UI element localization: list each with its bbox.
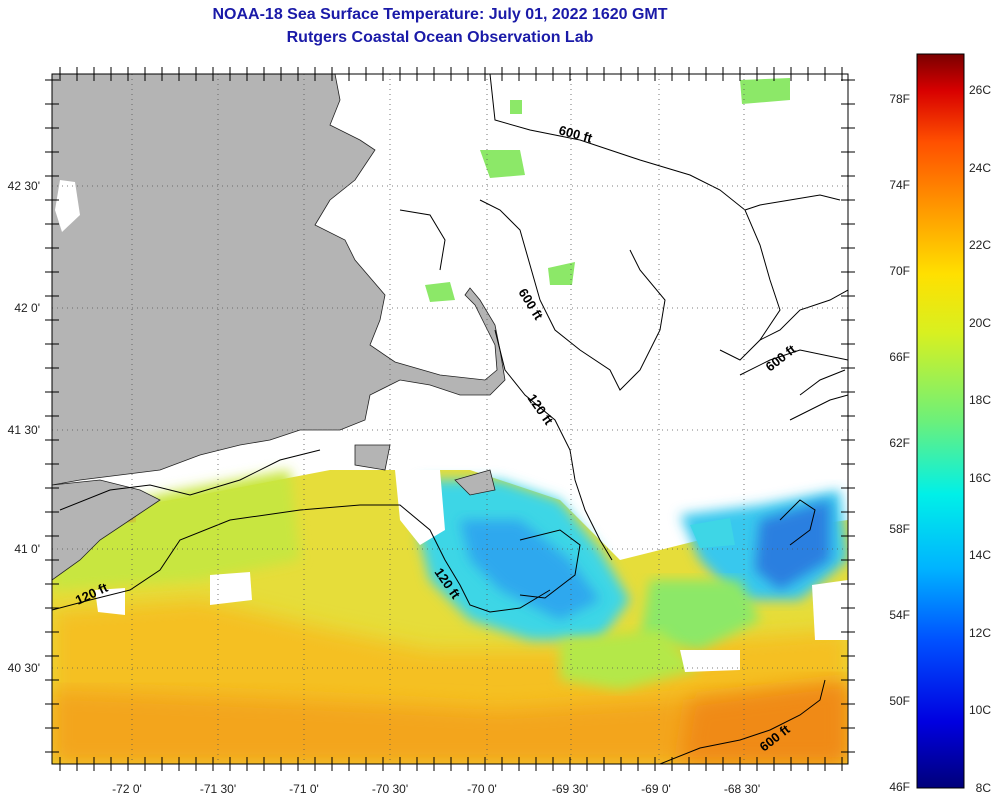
lon-label: -69 30'	[552, 782, 588, 796]
lon-label: -69 0'	[641, 782, 671, 796]
colorbar-c-label: 24C	[969, 161, 991, 175]
colorbar-f-label: 46F	[889, 780, 910, 794]
colorbar-gradient	[916, 53, 965, 789]
colorbar-c-label: 26C	[969, 83, 991, 97]
colorbar-c-label: 12C	[969, 626, 991, 640]
colorbar-c-label: 18C	[969, 393, 991, 407]
lat-label: 41 30'	[8, 423, 40, 437]
lon-label: -72 0'	[112, 782, 142, 796]
colorbar-c-label: 22C	[969, 238, 991, 252]
colorbar-f-label: 54F	[889, 608, 910, 622]
longitude-axis: -72 0' -71 30' -71 0' -70 30' -70 0' -69…	[112, 782, 760, 796]
axis-ticks	[45, 67, 855, 771]
bathymetry-contours	[52, 74, 848, 764]
map-subtitle: Rutgers Coastal Ocean Observation Lab	[286, 29, 594, 46]
colorbar-f-label: 58F	[889, 522, 910, 536]
colorbar-c-label: 16C	[969, 471, 991, 485]
graticule	[52, 74, 848, 764]
lat-label: 42 0'	[14, 301, 40, 315]
colorbar-f-label: 50F	[889, 694, 910, 708]
lon-label: -68 30'	[724, 782, 760, 796]
map-area: 600 ft 600 ft 600 ft 120 ft 120 ft 120 f…	[52, 74, 848, 764]
lon-label: -71 30'	[200, 782, 236, 796]
colorbar-f-label: 74F	[889, 178, 910, 192]
land	[52, 74, 506, 581]
lat-label: 42 30'	[8, 179, 40, 193]
lon-label: -71 0'	[289, 782, 319, 796]
colorbar-c-label: 8C	[976, 781, 992, 795]
colorbar-f-label: 78F	[889, 92, 910, 106]
map-frame	[51, 73, 849, 765]
lon-label: -70 30'	[372, 782, 408, 796]
colorbar-c-label: 20C	[969, 316, 991, 330]
colorbar-c-label: 14C	[969, 548, 991, 562]
lon-label: -70 0'	[467, 782, 497, 796]
latitude-axis: 42 30' 42 0' 41 30' 41 0' 40 30'	[8, 179, 40, 675]
lat-label: 40 30'	[8, 661, 40, 675]
map-title: NOAA-18 Sea Surface Temperature: July 01…	[212, 6, 668, 23]
colorbar-fahrenheit-labels: 78F 74F 70F 66F 62F 58F 54F 50F 46F	[889, 92, 910, 794]
colorbar-f-label: 62F	[889, 436, 910, 450]
colorbar-c-label: 10C	[969, 703, 991, 717]
lat-label: 41 0'	[14, 542, 40, 556]
colorbar-celsius-labels: 26C 24C 22C 20C 18C 16C 14C 12C 10C 8C	[969, 83, 991, 795]
colorbar-f-label: 70F	[889, 264, 910, 278]
colorbar: 78F 74F 70F 66F 62F 58F 54F 50F 46F 26C …	[889, 53, 991, 795]
colorbar-f-label: 66F	[889, 350, 910, 364]
